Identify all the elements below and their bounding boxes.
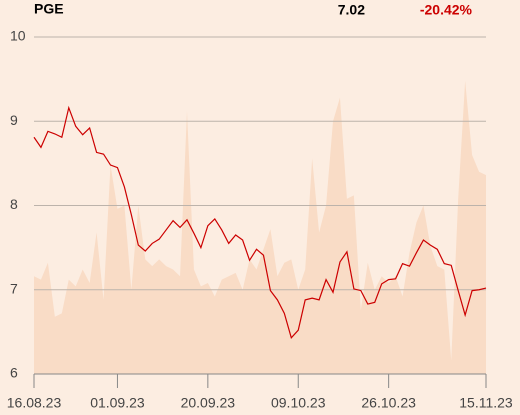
x-tick-label: 09.10.23 — [271, 395, 326, 411]
y-tick-label: 6 — [10, 365, 18, 381]
price-line — [33, 105, 487, 339]
y-tick-label: 10 — [10, 28, 26, 44]
price: 7.02 — [338, 2, 365, 18]
change: -20.42% — [420, 2, 473, 18]
y-tick-label: 7 — [10, 280, 18, 296]
x-tick-label: 16.08.23 — [7, 395, 62, 411]
x-tick-label: 26.10.23 — [361, 395, 416, 411]
chart-title: PGE — [34, 1, 64, 17]
x-tick-label: 20.09.23 — [181, 395, 236, 411]
volume-area — [34, 80, 486, 374]
x-tick-label: 15.11.23 — [459, 395, 513, 411]
y-tick-label: 9 — [10, 112, 18, 128]
y-tick-label: 8 — [10, 196, 18, 212]
x-tick-label: 01.09.23 — [90, 395, 145, 411]
